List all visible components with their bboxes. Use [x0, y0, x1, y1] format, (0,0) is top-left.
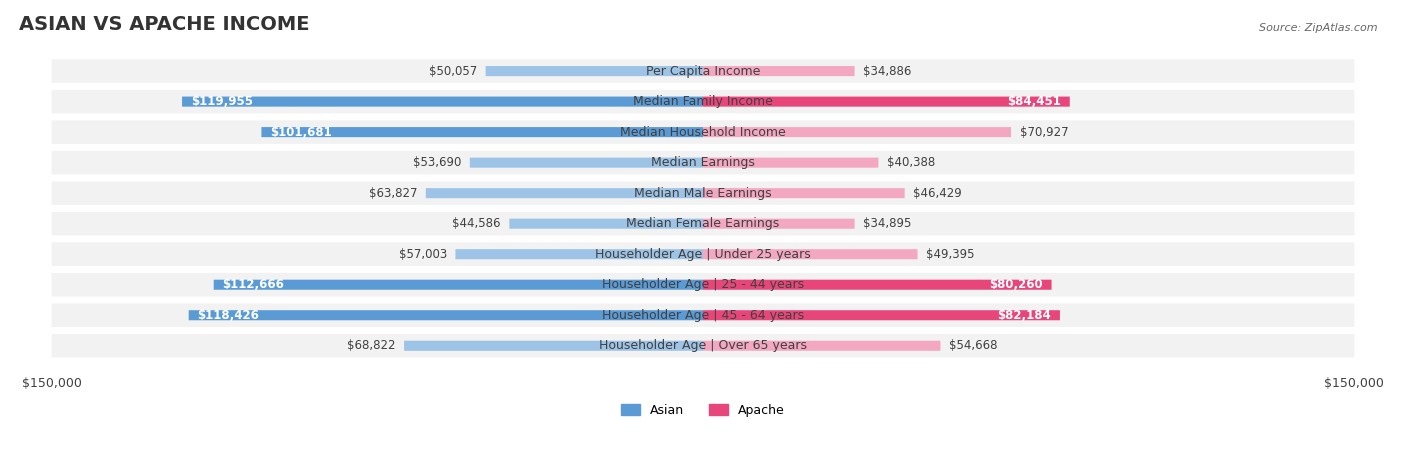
- Text: Householder Age | 25 - 44 years: Householder Age | 25 - 44 years: [602, 278, 804, 291]
- Text: $40,388: $40,388: [887, 156, 935, 169]
- Text: $70,927: $70,927: [1019, 126, 1069, 139]
- Text: $119,955: $119,955: [191, 95, 253, 108]
- Text: $101,681: $101,681: [270, 126, 332, 139]
- Text: Householder Age | 45 - 64 years: Householder Age | 45 - 64 years: [602, 309, 804, 322]
- Text: $49,395: $49,395: [927, 248, 974, 261]
- FancyBboxPatch shape: [52, 181, 1354, 205]
- Text: Median Male Earnings: Median Male Earnings: [634, 187, 772, 200]
- FancyBboxPatch shape: [703, 280, 1052, 290]
- Text: Householder Age | Under 25 years: Householder Age | Under 25 years: [595, 248, 811, 261]
- FancyBboxPatch shape: [485, 66, 703, 76]
- Text: $53,690: $53,690: [413, 156, 461, 169]
- Text: $63,827: $63,827: [368, 187, 418, 200]
- FancyBboxPatch shape: [52, 212, 1354, 235]
- FancyBboxPatch shape: [703, 157, 879, 168]
- Text: $34,886: $34,886: [863, 64, 911, 78]
- Text: $118,426: $118,426: [197, 309, 259, 322]
- FancyBboxPatch shape: [52, 304, 1354, 327]
- Text: Median Earnings: Median Earnings: [651, 156, 755, 169]
- FancyBboxPatch shape: [703, 127, 1011, 137]
- FancyBboxPatch shape: [52, 334, 1354, 358]
- Legend: Asian, Apache: Asian, Apache: [616, 399, 790, 422]
- Text: $82,184: $82,184: [997, 309, 1052, 322]
- Text: ASIAN VS APACHE INCOME: ASIAN VS APACHE INCOME: [20, 15, 309, 34]
- FancyBboxPatch shape: [703, 249, 918, 259]
- FancyBboxPatch shape: [456, 249, 703, 259]
- Text: $50,057: $50,057: [429, 64, 477, 78]
- FancyBboxPatch shape: [426, 188, 703, 198]
- FancyBboxPatch shape: [703, 97, 1070, 106]
- Text: Median Female Earnings: Median Female Earnings: [627, 217, 779, 230]
- Text: $54,668: $54,668: [949, 339, 998, 352]
- FancyBboxPatch shape: [703, 188, 904, 198]
- Text: $57,003: $57,003: [398, 248, 447, 261]
- FancyBboxPatch shape: [703, 310, 1060, 320]
- Text: $84,451: $84,451: [1007, 95, 1062, 108]
- FancyBboxPatch shape: [181, 97, 703, 106]
- FancyBboxPatch shape: [509, 219, 703, 229]
- Text: $80,260: $80,260: [990, 278, 1043, 291]
- FancyBboxPatch shape: [214, 280, 703, 290]
- Text: Median Household Income: Median Household Income: [620, 126, 786, 139]
- FancyBboxPatch shape: [262, 127, 703, 137]
- Text: $46,429: $46,429: [914, 187, 962, 200]
- FancyBboxPatch shape: [52, 59, 1354, 83]
- FancyBboxPatch shape: [52, 120, 1354, 144]
- FancyBboxPatch shape: [703, 341, 941, 351]
- FancyBboxPatch shape: [188, 310, 703, 320]
- FancyBboxPatch shape: [470, 157, 703, 168]
- FancyBboxPatch shape: [52, 151, 1354, 174]
- FancyBboxPatch shape: [52, 90, 1354, 113]
- FancyBboxPatch shape: [703, 66, 855, 76]
- Text: $112,666: $112,666: [222, 278, 284, 291]
- Text: Source: ZipAtlas.com: Source: ZipAtlas.com: [1260, 23, 1378, 33]
- Text: Householder Age | Over 65 years: Householder Age | Over 65 years: [599, 339, 807, 352]
- FancyBboxPatch shape: [404, 341, 703, 351]
- FancyBboxPatch shape: [52, 273, 1354, 297]
- FancyBboxPatch shape: [703, 219, 855, 229]
- Text: $34,895: $34,895: [863, 217, 911, 230]
- FancyBboxPatch shape: [52, 242, 1354, 266]
- Text: $68,822: $68,822: [347, 339, 395, 352]
- Text: Median Family Income: Median Family Income: [633, 95, 773, 108]
- Text: $44,586: $44,586: [453, 217, 501, 230]
- Text: Per Capita Income: Per Capita Income: [645, 64, 761, 78]
